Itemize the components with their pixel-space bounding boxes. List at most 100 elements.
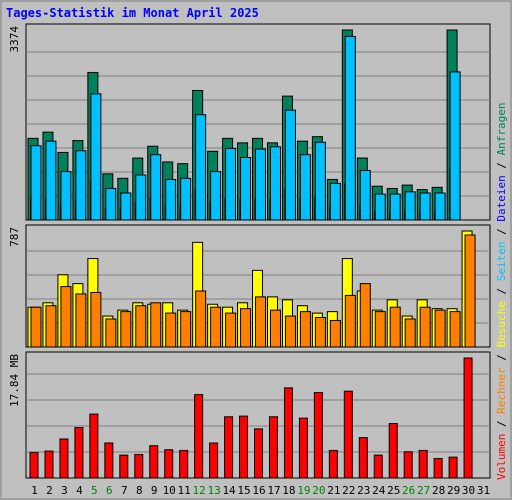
bar-volumen [463,357,473,479]
legend: Volumen / Rechner / Besuche / Seiten / D… [495,102,508,480]
bar-seiten [374,193,386,221]
bar-volumen [209,442,219,479]
max-label: 17.84 MB [8,354,21,407]
day-label: 11 [178,484,191,497]
bar-volumen [164,449,174,479]
day-label: 13 [207,484,220,497]
bar-volumen [44,450,54,479]
day-label: 6 [106,484,113,497]
bar-rechner [464,234,476,348]
bar-seiten [284,109,296,221]
bar-volumen [239,415,249,479]
bar-rechner [180,311,192,348]
bar-seiten [329,182,341,221]
bar-volumen [313,392,323,479]
bar-volumen [29,451,39,479]
bar-seiten [60,171,72,221]
bar-volumen [119,454,129,479]
bar-seiten [434,192,446,221]
bar-volumen [403,451,413,479]
bar-seiten [210,171,222,221]
page-title: Tages-Statistik im Monat April 2025 [6,6,259,20]
day-label: 14 [222,484,236,497]
day-label: 16 [252,484,265,497]
day-label: 18 [282,484,295,497]
bar-seiten [359,169,371,221]
bar-volumen [224,416,234,479]
bar-volumen [149,445,159,479]
bar-rechner [419,306,431,348]
legend-item: Volumen [495,434,508,480]
bar-volumen [89,413,99,479]
day-label: 31 [477,484,490,497]
bar-seiten [30,145,42,221]
bar-seiten [75,150,87,221]
bar-seiten [225,147,237,221]
day-label: 30 [462,484,475,497]
legend-item: / [495,281,508,301]
legend-item: / [495,222,508,242]
bar-rechner [30,306,42,348]
bar-seiten [344,35,356,221]
bar-volumen [59,438,69,479]
bar-volumen [74,427,84,479]
bar-seiten [105,187,117,221]
bar-rechner [105,318,117,348]
bar-volumen [433,457,443,479]
bar-seiten [314,141,326,221]
bar-rechner [90,291,102,348]
day-label: 29 [447,484,460,497]
bar-rechner [75,293,87,348]
bar-seiten [135,174,147,221]
bar-rechner [240,308,252,348]
bar-rechner [374,311,386,348]
bar-volumen [268,416,278,479]
bar-seiten [255,148,267,221]
day-label: 7 [121,484,128,497]
legend-item: / [495,155,508,175]
bar-rechner [60,286,72,348]
bar-rechner [150,302,162,348]
bar-rechner [210,306,222,348]
day-label: 3 [61,484,68,497]
panel-visits: 787 [8,224,491,348]
day-label: 4 [76,484,83,497]
bar-rechner [165,312,177,348]
bar-volumen [358,437,368,479]
bar-seiten [165,178,177,221]
legend-item: / [495,348,508,368]
bar-seiten [150,154,162,221]
bar-volumen [373,454,383,479]
bar-rechner [45,305,57,348]
day-label: 25 [387,484,400,497]
day-label: 17 [267,484,280,497]
day-label: 15 [237,484,250,497]
bar-seiten [404,191,416,221]
bar-rechner [314,317,326,348]
day-label: 1 [31,484,38,497]
day-label: 22 [342,484,355,497]
bar-seiten [120,192,132,221]
max-label: 3374 [8,26,21,53]
day-label: 8 [136,484,143,497]
bar-rechner [284,315,296,348]
day-label: 27 [417,484,430,497]
bar-seiten [240,156,252,221]
day-label: 28 [432,484,445,497]
panel-volume: 17.84 MB [8,351,491,479]
day-label: 21 [327,484,340,497]
bar-volumen [418,449,428,479]
bar-volumen [194,394,204,479]
bar-seiten [90,93,102,221]
legend-item: Rechner [495,367,508,414]
bar-rechner [359,283,371,348]
bar-volumen [254,428,264,479]
bar-volumen [104,442,114,479]
bar-rechner [120,311,132,348]
bar-volumen [448,456,458,479]
bar-rechner [449,311,461,348]
bar-rechner [434,309,446,348]
legend-item: Dateien [495,175,508,221]
